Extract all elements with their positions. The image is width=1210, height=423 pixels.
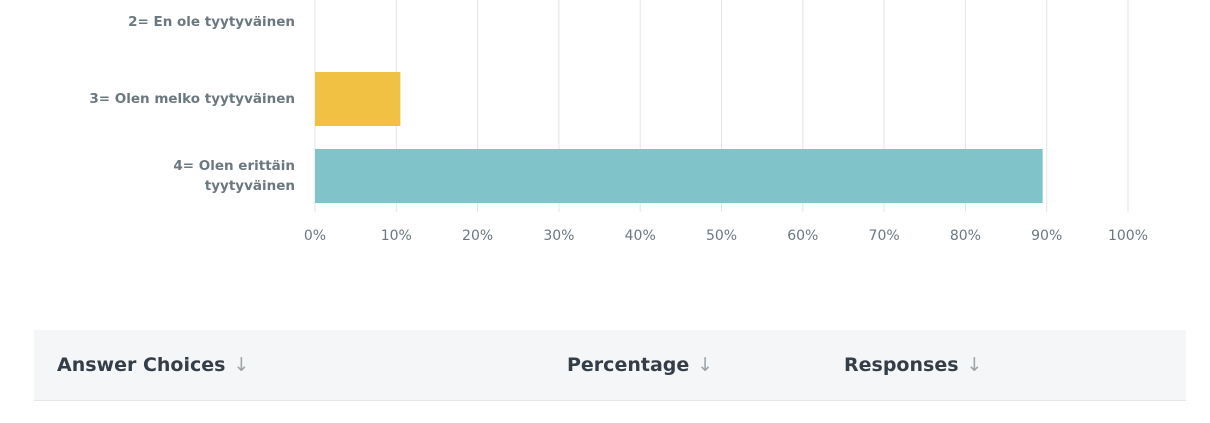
- category-label: 4= Olen erittäin tyytyväinen: [173, 158, 295, 194]
- category-label: 2= En ole tyytyväinen: [128, 14, 295, 30]
- x-tick-label: 30%: [543, 228, 574, 244]
- header-cell[interactable]: Responses ↓: [844, 354, 982, 376]
- header-text: Percentage: [567, 354, 690, 376]
- sort-icon: ↓: [233, 354, 250, 376]
- x-tick-label: 10%: [381, 228, 412, 244]
- category-label: 3= Olen melko tyytyväinen: [89, 91, 295, 107]
- bar: [315, 149, 1043, 203]
- header-cell[interactable]: Percentage ↓: [567, 354, 713, 376]
- x-tick-label: 70%: [869, 228, 900, 244]
- x-tick-label: 90%: [1031, 228, 1062, 244]
- x-tick-label: 20%: [462, 228, 493, 244]
- bar: [315, 72, 401, 126]
- x-tick-label: 40%: [625, 228, 656, 244]
- x-tick-label: 0%: [304, 228, 326, 244]
- sort-icon: ↓: [966, 354, 983, 376]
- sort-icon: ↓: [697, 354, 714, 376]
- x-tick-label: 100%: [1108, 228, 1148, 244]
- x-tick-label: 50%: [706, 228, 737, 244]
- x-tick-label: 80%: [950, 228, 981, 244]
- header-cell[interactable]: Answer Choices ↓: [57, 354, 249, 376]
- header-text: Answer Choices: [57, 354, 226, 376]
- chart: 0% 10% 20% 30% 40% 50% 60% 70% 80% 90% 100%: [304, 0, 1148, 244]
- table-header: Answer Choices ↓ Percentage ↓ Responses ↓: [34, 330, 1186, 401]
- header-text: Responses: [844, 354, 959, 376]
- x-tick-label: 60%: [787, 228, 818, 244]
